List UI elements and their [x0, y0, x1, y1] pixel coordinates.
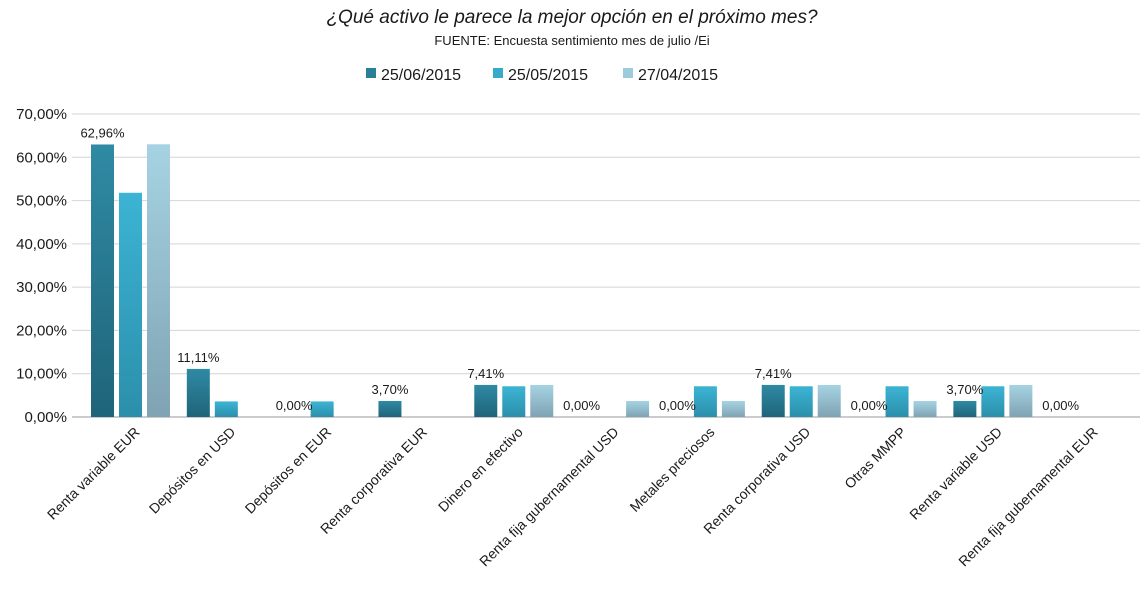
data-label: 0,00%	[659, 398, 696, 413]
legend-label: 25/06/2015	[381, 67, 461, 84]
bar-27/04/2015-Metales preciosos	[721, 400, 745, 417]
legend-swatch	[493, 68, 503, 78]
data-label: 7,41%	[467, 366, 504, 381]
chart-title: ¿Qué activo le parece la mejor opción en…	[326, 7, 818, 28]
legend-label: 27/04/2015	[638, 67, 718, 84]
y-tick-label: 0,00%	[24, 409, 67, 426]
data-label: 0,00%	[563, 398, 600, 413]
gridlines	[72, 113, 1140, 418]
bar-25/06/2015-Renta variable EUR	[91, 144, 114, 417]
x-axis: Renta variable EUR Depósitos en USD Depósi…	[44, 424, 1101, 570]
data-label: 0,00%	[1042, 398, 1079, 413]
x-tick-label: Renta variable USD	[906, 424, 1005, 523]
bar-25/06/2015-Dinero en efectivo	[474, 384, 498, 417]
y-tick-label: 40,00%	[16, 236, 67, 253]
x-tick-label: Depósitos en USD	[146, 424, 239, 517]
bar-27/04/2015-Renta corporativa USD	[817, 384, 841, 417]
y-tick-label: 20,00%	[16, 322, 67, 339]
bar-25/06/2015-Depósitos en USD	[186, 368, 210, 417]
x-tick-label: Renta corporativa USD	[700, 424, 813, 537]
legend-swatch	[623, 68, 633, 78]
bar-25/05/2015-Depósitos en EUR	[310, 401, 334, 417]
data-label: 62,96%	[80, 125, 125, 140]
bar-27/04/2015-Renta variable EUR	[147, 144, 170, 418]
bar-25/05/2015-Metales preciosos	[693, 386, 717, 417]
bar-27/04/2015-Dinero en efectivo	[530, 384, 554, 417]
x-tick-label: Renta variable EUR	[44, 424, 143, 523]
data-label: 7,41%	[755, 366, 792, 381]
x-tick-label: Renta corporativa EUR	[317, 424, 430, 537]
bar-25/06/2015-Renta corporativa EUR	[378, 400, 402, 417]
bar-27/04/2015-Renta fija gubernamental USD	[626, 400, 650, 417]
bar-25/05/2015-Renta variable USD	[981, 386, 1005, 417]
y-tick-label: 70,00%	[16, 106, 67, 123]
data-label: 0,00%	[276, 398, 313, 413]
bar-25/05/2015-Otras MMPP	[885, 386, 909, 417]
data-label: 3,70%	[946, 382, 983, 397]
y-tick-label: 30,00%	[16, 279, 67, 296]
data-label: 3,70%	[372, 382, 409, 397]
y-tick-label: 50,00%	[16, 193, 67, 210]
legend-label: 25/05/2015	[508, 67, 588, 84]
data-labels: 62,96% 11,11% 0,00% 3,70% 7,41% 0,00% 0,00% 7,4…	[80, 125, 1079, 413]
bars	[91, 144, 1033, 418]
bar-25/05/2015-Renta variable EUR	[119, 192, 142, 417]
x-tick-label: Depósitos en EUR	[242, 424, 335, 517]
bar-25/05/2015-Renta corporativa USD	[789, 386, 813, 417]
y-tick-label: 10,00%	[16, 366, 67, 383]
y-tick-label: 60,00%	[16, 149, 67, 166]
data-label: 0,00%	[851, 398, 888, 413]
legend: 25/06/2015 25/05/2015 27/04/2015	[366, 67, 718, 84]
data-label: 11,11%	[177, 350, 220, 365]
x-tick-label: Dinero en efectivo	[435, 424, 526, 515]
x-tick-label: Metales preciosos	[626, 424, 717, 515]
chart-subtitle: FUENTE: Encuesta sentimiento mes de juli…	[434, 33, 709, 48]
bar-27/04/2015-Otras MMPP	[913, 400, 937, 417]
bar-25/05/2015-Dinero en efectivo	[502, 386, 526, 417]
bar-25/06/2015-Renta corporativa USD	[761, 384, 785, 417]
x-tick-label: Otras MMPP	[841, 424, 909, 492]
bar-27/04/2015-Renta variable USD	[1009, 384, 1033, 417]
y-axis: 0,00% 10,00% 20,00% 30,00% 40,00% 50,00% 60,00…	[16, 106, 67, 426]
bar-25/05/2015-Depósitos en USD	[214, 401, 238, 417]
bar-25/06/2015-Renta variable USD	[953, 400, 977, 417]
legend-swatch	[366, 68, 376, 78]
